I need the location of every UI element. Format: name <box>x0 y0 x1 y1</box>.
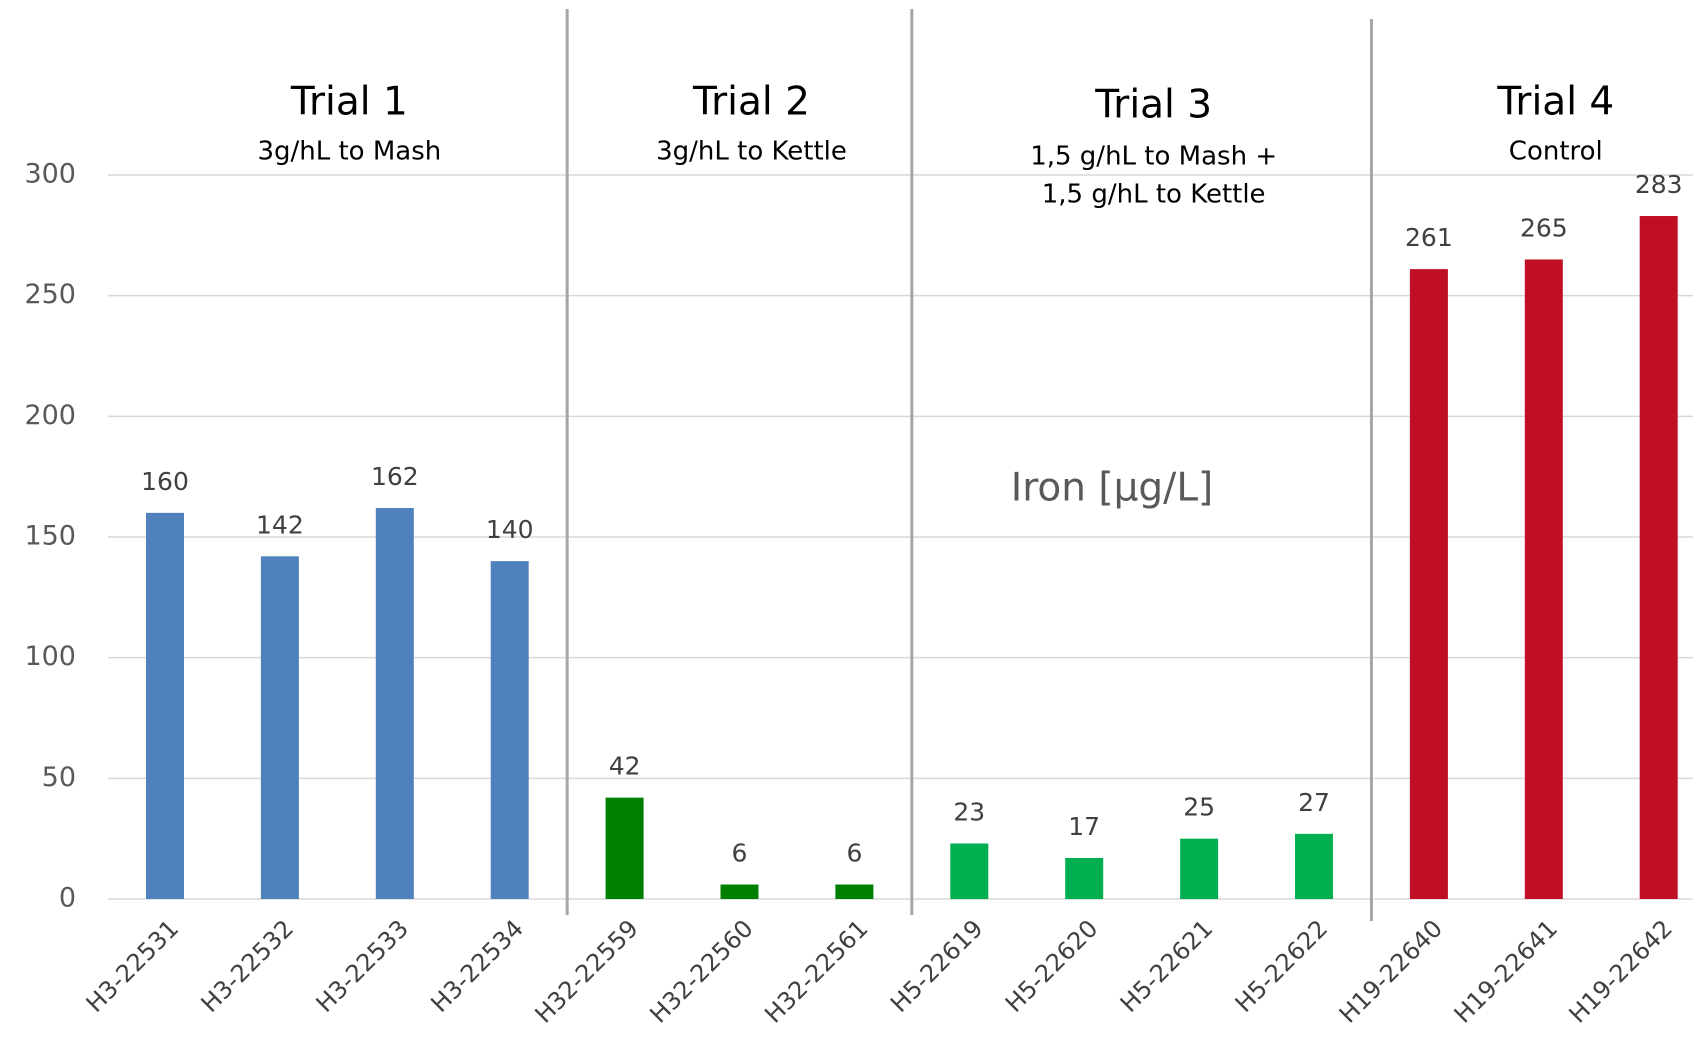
y-tick-label: 200 <box>24 400 76 431</box>
grid <box>108 174 1693 900</box>
value-label: 261 <box>1405 223 1453 252</box>
x-tick-label: H32-22560 <box>644 914 758 1028</box>
y-tick-label: 250 <box>24 279 76 310</box>
y-tick-label: 300 <box>24 159 76 190</box>
value-label: 23 <box>953 797 985 826</box>
y-tick-label: 0 <box>59 883 76 914</box>
group-subtitle: 1,5 g/hL to Kettle <box>1042 180 1266 210</box>
group-subtitle: Control <box>1509 137 1603 167</box>
y-tick-label: 150 <box>24 521 76 552</box>
bar <box>720 884 759 899</box>
value-label: 42 <box>609 752 641 781</box>
value-label: 17 <box>1068 812 1100 841</box>
x-tick-label: H5-22620 <box>1000 914 1103 1017</box>
x-tick-label: H5-22619 <box>885 914 988 1017</box>
y-tick-label: 100 <box>24 641 76 672</box>
bar <box>1639 216 1678 899</box>
x-tick-label: H19-22640 <box>1334 914 1448 1028</box>
group-title: Trial 1 <box>290 80 408 125</box>
value-label: 160 <box>141 467 189 496</box>
bar <box>1065 857 1104 899</box>
value-label: 265 <box>1520 213 1568 242</box>
bar <box>950 843 989 899</box>
bar <box>1180 838 1219 899</box>
x-tick-label: H32-22561 <box>759 914 873 1028</box>
x-tick-label: H3-22533 <box>311 914 414 1017</box>
bar <box>375 508 414 899</box>
x-tick-label: H32-22559 <box>530 914 644 1028</box>
value-label: 140 <box>486 515 534 544</box>
value-label: 142 <box>256 510 304 539</box>
y-tick-label: 50 <box>42 762 76 793</box>
x-tick-label: H5-22621 <box>1115 914 1218 1017</box>
x-tick-label: H19-22641 <box>1449 914 1563 1028</box>
bar <box>260 556 299 899</box>
group-title: Trial 2 <box>692 80 810 125</box>
bar <box>605 797 644 899</box>
x-tick-label: H5-22622 <box>1230 914 1333 1017</box>
bar <box>1295 833 1333 899</box>
group-subtitle: 3g/hL to Kettle <box>656 137 847 167</box>
group-title: Trial 3 <box>1094 83 1212 128</box>
bar <box>1409 269 1448 899</box>
value-label: 6 <box>846 839 862 868</box>
value-label: 25 <box>1183 793 1215 822</box>
value-label: 283 <box>1635 170 1683 199</box>
group-subtitle: 3g/hL to Mash <box>257 137 441 167</box>
bar <box>1524 259 1563 899</box>
value-label: 6 <box>732 839 748 868</box>
bar <box>146 512 184 899</box>
x-tick-label: H3-22534 <box>425 914 528 1017</box>
bar <box>490 561 529 899</box>
chart-annotation: Iron [µg/L] <box>1011 466 1214 511</box>
value-label: 162 <box>371 462 419 491</box>
x-tick-label: H3-22531 <box>81 914 184 1017</box>
value-label: 27 <box>1298 788 1330 817</box>
group-subtitle: 1,5 g/hL to Mash + <box>1030 142 1277 172</box>
bar <box>835 884 874 899</box>
group-title: Trial 4 <box>1496 80 1614 125</box>
x-tick-label: H19-22642 <box>1564 914 1678 1028</box>
x-tick-label: H3-22532 <box>196 914 299 1017</box>
